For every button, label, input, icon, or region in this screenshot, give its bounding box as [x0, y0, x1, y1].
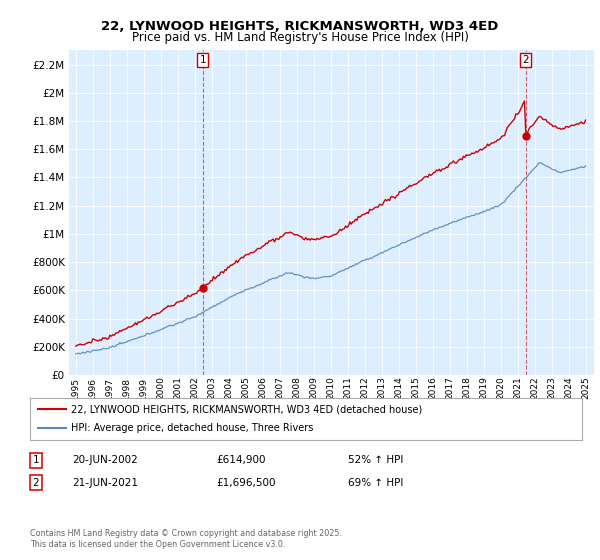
Text: Price paid vs. HM Land Registry's House Price Index (HPI): Price paid vs. HM Land Registry's House … — [131, 31, 469, 44]
Text: 22, LYNWOOD HEIGHTS, RICKMANSWORTH, WD3 4ED: 22, LYNWOOD HEIGHTS, RICKMANSWORTH, WD3 … — [101, 20, 499, 32]
Text: HPI: Average price, detached house, Three Rivers: HPI: Average price, detached house, Thre… — [71, 423, 314, 433]
Text: £614,900: £614,900 — [216, 455, 265, 465]
Text: Contains HM Land Registry data © Crown copyright and database right 2025.
This d: Contains HM Land Registry data © Crown c… — [30, 529, 342, 549]
Text: 1: 1 — [32, 455, 40, 465]
Text: 21-JUN-2021: 21-JUN-2021 — [72, 478, 138, 488]
Text: 2: 2 — [32, 478, 40, 488]
Text: 2: 2 — [522, 55, 529, 66]
Text: £1,696,500: £1,696,500 — [216, 478, 275, 488]
Text: 52% ↑ HPI: 52% ↑ HPI — [348, 455, 403, 465]
Text: 20-JUN-2002: 20-JUN-2002 — [72, 455, 138, 465]
Text: 1: 1 — [199, 55, 206, 66]
Text: 69% ↑ HPI: 69% ↑ HPI — [348, 478, 403, 488]
Text: 22, LYNWOOD HEIGHTS, RICKMANSWORTH, WD3 4ED (detached house): 22, LYNWOOD HEIGHTS, RICKMANSWORTH, WD3 … — [71, 404, 422, 414]
